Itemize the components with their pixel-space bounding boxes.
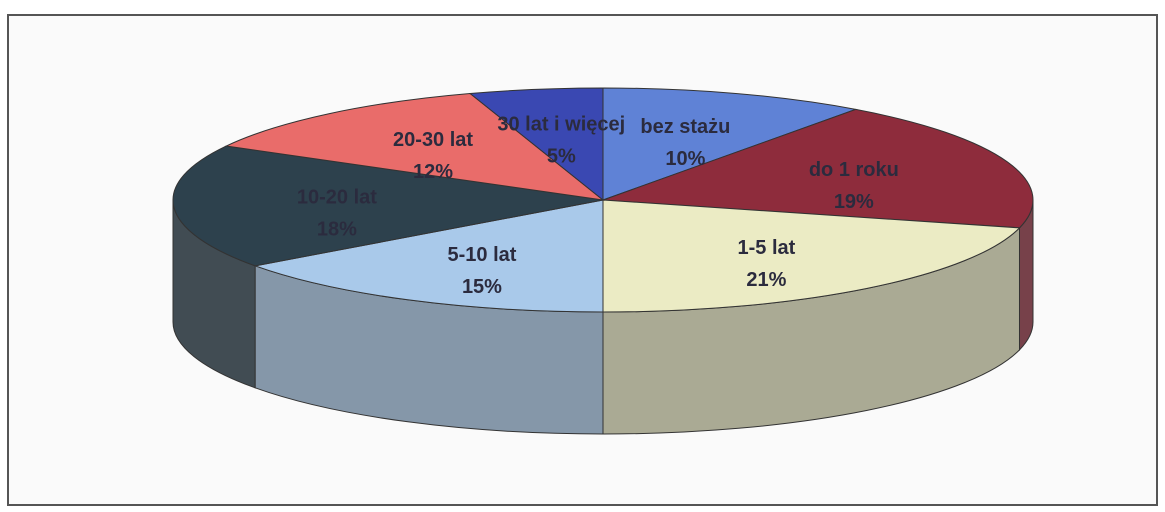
slice-value-label: 19%	[834, 191, 874, 213]
slice-value-label: 5%	[547, 146, 576, 168]
slice-label: do 1 roku	[809, 159, 899, 181]
slice-value-label: 12%	[413, 161, 453, 183]
slice	[468, 87, 604, 202]
slice-label: 10-20 lat	[297, 187, 377, 209]
slice	[602, 199, 1021, 313]
slice-label: bez stażu	[640, 116, 730, 138]
slice	[172, 145, 604, 267]
slice	[602, 87, 858, 201]
slice-label: 20-30 lat	[393, 129, 473, 151]
slice-value-label: 10%	[665, 148, 705, 170]
slice	[253, 199, 604, 313]
slice-label: 1-5 lat	[737, 237, 795, 259]
slice-value-label: 21%	[746, 269, 786, 291]
slice-label: 5-10 lat	[447, 244, 516, 266]
slice-value-label: 15%	[462, 276, 502, 298]
slice	[602, 108, 1034, 229]
slice	[224, 92, 605, 201]
slice-label: 30 lat i więcej	[497, 114, 625, 136]
slice-value-label: 18%	[317, 219, 357, 241]
